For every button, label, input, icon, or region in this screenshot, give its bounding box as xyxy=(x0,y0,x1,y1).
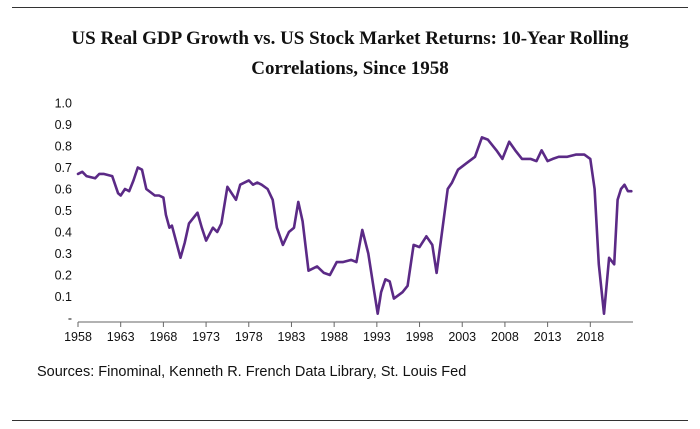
y-tick-label: 0.6 xyxy=(55,183,72,197)
y-tick-label: 0.1 xyxy=(55,290,72,304)
x-tick-label: 1998 xyxy=(406,330,434,344)
series-group xyxy=(76,136,633,316)
source-note: Sources: Finominal, Kenneth R. French Da… xyxy=(37,364,467,380)
x-tick-label: 1983 xyxy=(278,330,306,344)
y-tick-label: 0.3 xyxy=(55,247,72,261)
x-tick-label: 1968 xyxy=(149,330,177,344)
x-tick-label: 2013 xyxy=(534,330,562,344)
x-tick-label: 1973 xyxy=(192,330,220,344)
x-axis: 1958 1963 1968 1973 1978 1983 1988 1993 1998 2003… xyxy=(64,321,633,344)
y-axis: 1.0 0.9 0.8 0.7 0.6 0.5 0.4 0.3 0.2 0.1 - xyxy=(55,97,72,326)
y-tick-label: 0.5 xyxy=(55,204,72,218)
bottom-rule xyxy=(12,420,688,421)
x-tick-label: 1988 xyxy=(320,330,348,344)
series-line xyxy=(76,136,633,316)
y-tick-label: 0.2 xyxy=(55,269,72,283)
y-tick-label: 0.4 xyxy=(55,226,72,240)
x-tick-label: 1958 xyxy=(64,330,92,344)
y-tick-label: 0.9 xyxy=(55,118,72,132)
y-tick-label: 1.0 xyxy=(55,97,72,111)
top-rule xyxy=(12,7,688,8)
chart-title: US Real GDP Growth vs. US Stock Market R… xyxy=(71,28,629,79)
x-tick-label: 1978 xyxy=(235,330,263,344)
y-tick-label: 0.7 xyxy=(55,161,72,175)
x-tick-label: 1993 xyxy=(363,330,391,344)
y-tick-label: - xyxy=(68,312,72,326)
y-tick-label: 0.8 xyxy=(55,140,72,154)
x-tick-label: 2018 xyxy=(576,330,604,344)
x-tick-label: 2008 xyxy=(491,330,519,344)
x-tick-label: 2003 xyxy=(448,330,476,344)
x-tick-label: 1963 xyxy=(107,330,135,344)
